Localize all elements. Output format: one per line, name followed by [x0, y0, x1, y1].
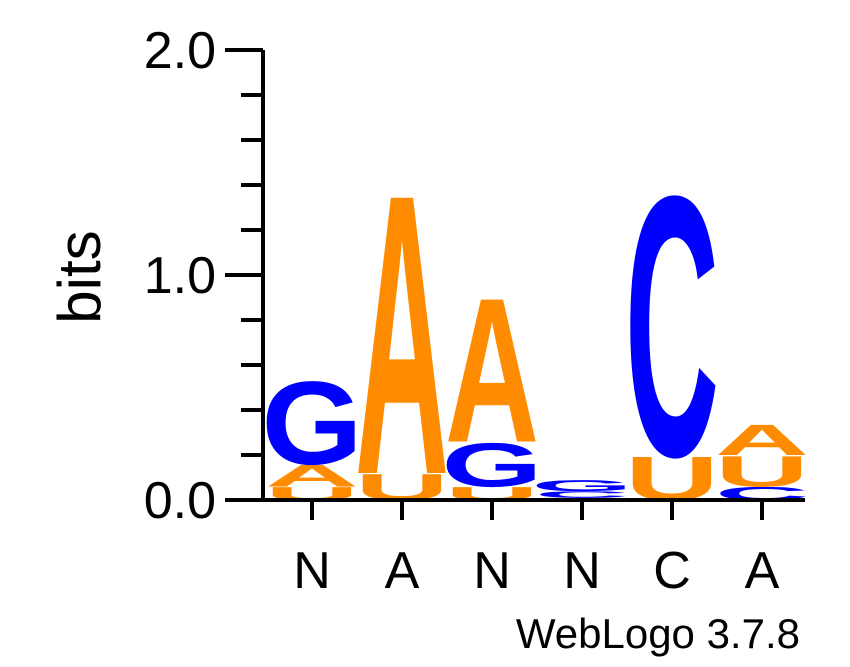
logo-letter-c: C — [625, 120, 719, 535]
x-tick-label: C — [653, 542, 691, 600]
position-stack-2: UA — [355, 113, 449, 559]
x-tick-label: A — [385, 542, 420, 600]
footer-credit: WebLogo 3.7.8 — [516, 610, 800, 657]
axes: 0.01.02.0N A N N C A — [144, 22, 805, 600]
logo-letter-g: G — [261, 357, 362, 489]
logo-letter-a: A — [445, 255, 539, 486]
x-tick-label: N — [473, 542, 511, 600]
logo-letter-g: G — [441, 430, 542, 500]
logo-letter-a: A — [715, 415, 809, 464]
y-tick-label: 1.0 — [144, 247, 216, 305]
logo-letter-c: C — [535, 489, 629, 500]
x-tick-label: N — [293, 542, 331, 600]
position-stack-5: UC — [625, 120, 719, 535]
position-stack-1: UAG — [261, 357, 362, 504]
logo-letter-g: G — [531, 477, 632, 495]
y-tick-label: 2.0 — [144, 22, 216, 80]
letter-stacks: UAGUAUGAUCGUCCUA — [261, 113, 809, 559]
x-tick-label: N — [563, 542, 601, 600]
logo-letter-a: A — [355, 113, 449, 559]
logo-letter-u: U — [715, 447, 809, 496]
x-tick-label: A — [745, 542, 780, 600]
position-stack-4: UCG — [531, 477, 632, 501]
y-tick-label: 0.0 — [144, 472, 216, 530]
position-stack-3: UGA — [441, 255, 542, 504]
position-stack-6: CUA — [715, 415, 809, 504]
logo-letter-a: A — [265, 458, 359, 493]
y-axis-label: bits — [46, 230, 113, 323]
